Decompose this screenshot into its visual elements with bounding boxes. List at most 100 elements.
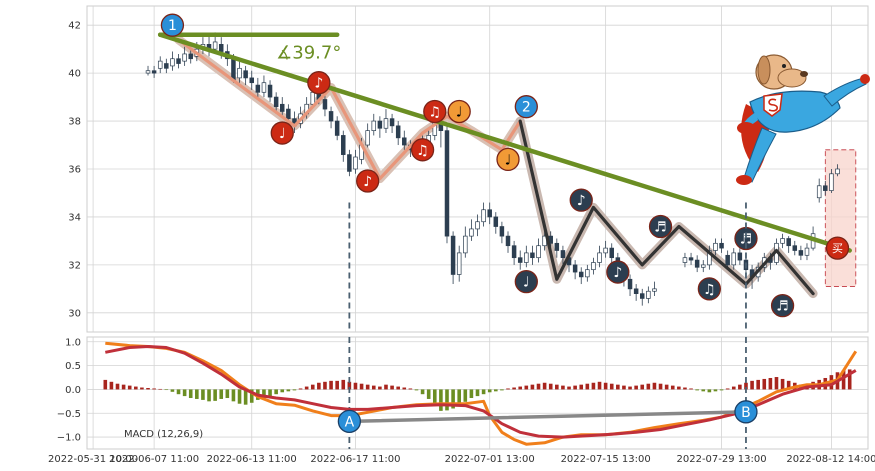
macd-panel: −1.0 −0.5 0.0 0.5 1.0 A B MACD (12,26,9) — [57, 336, 869, 450]
macd-histogram-bar — [780, 378, 785, 390]
x-tick-label: 2022-06-13 11:00 — [207, 454, 297, 465]
price-y-tick-label: 38 — [68, 117, 81, 128]
macd-histogram-bar — [219, 389, 224, 399]
macd-histogram-bar — [701, 389, 706, 392]
candle-body — [261, 82, 267, 93]
price-y-tick-label: 42 — [68, 21, 81, 32]
mascot-shield-letter — [768, 98, 778, 112]
macd-histogram-bar — [408, 388, 413, 390]
macd-histogram-bar — [542, 382, 547, 390]
macd-histogram-bar — [432, 389, 437, 407]
macd-histogram-bar — [841, 370, 846, 390]
macd-y-tick-label: −0.5 — [57, 409, 81, 420]
x-tick-label: 2022-08-12 14:00 — [786, 454, 875, 465]
macd-histogram-bar — [768, 377, 773, 390]
macd-histogram-bar — [847, 369, 852, 390]
wave-marker — [648, 214, 673, 239]
candle-body — [493, 216, 499, 227]
macd-histogram-bar — [176, 389, 181, 395]
macd-histogram-bar — [402, 387, 407, 390]
macd-histogram-bar — [646, 383, 651, 390]
wave-marker-label: ♬ — [776, 299, 789, 315]
superhero-dog-mascot — [736, 54, 870, 185]
macd-histogram-bar — [384, 384, 388, 390]
candle-body — [286, 108, 291, 120]
candle-body — [511, 245, 517, 259]
wave-marker — [496, 147, 520, 172]
wave-marker — [447, 99, 471, 124]
macd-histogram-bar — [713, 389, 718, 392]
macd-histogram-bar — [786, 380, 791, 390]
macd-histogram-bar — [628, 386, 632, 390]
macd-y-tick-label: 1.0 — [65, 337, 81, 348]
macd-y-tick-label: −1.0 — [57, 433, 81, 444]
macd-histogram-bar — [140, 387, 144, 390]
candle-body — [597, 252, 602, 263]
macd-histogram-bar — [463, 389, 468, 402]
candle-body — [816, 185, 822, 199]
macd-histogram-bar — [561, 385, 565, 390]
x-tick-label: 2022-06-07 11:00 — [109, 454, 199, 465]
candle-body — [170, 58, 175, 67]
candle-body — [524, 252, 529, 263]
macd-histogram-bar — [353, 382, 358, 390]
wave-path-line — [518, 119, 815, 296]
divergence-marker — [337, 409, 362, 434]
candle-body — [646, 290, 651, 299]
macd-histogram-bar — [719, 389, 724, 391]
price-y-tick-label: 34 — [68, 212, 81, 223]
mascot-arm — [823, 77, 867, 107]
price-y-tick-label: 32 — [68, 260, 81, 271]
macd-histogram-bar — [640, 384, 645, 390]
candle-body — [792, 245, 798, 251]
candle-body — [389, 118, 395, 127]
macd-histogram-bar — [152, 388, 156, 390]
macd-histogram-bar — [597, 381, 602, 390]
wave-marker-label: ♩ — [523, 275, 530, 291]
macd-histogram-bar — [750, 380, 754, 390]
candle-body — [505, 235, 511, 247]
divergence-marker-label: B — [741, 405, 751, 421]
macd-histogram-bar — [585, 383, 590, 390]
candle-body — [237, 67, 242, 79]
macd-histogram-bar — [195, 389, 199, 399]
macd-histogram-bar — [170, 389, 175, 392]
macd-histogram-bar — [457, 389, 461, 405]
macd-histogram-bar — [731, 386, 736, 390]
candle-body — [798, 250, 804, 256]
wave-marker — [514, 270, 538, 294]
divergence-line — [347, 410, 748, 424]
macd-histogram-bar — [609, 383, 614, 390]
candle-body — [572, 264, 578, 273]
macd-histogram-bar — [335, 380, 339, 390]
macd-histogram-bar — [439, 389, 443, 411]
macd-y-tick-label: 0.0 — [65, 385, 81, 396]
macd-histogram-bar — [298, 388, 303, 390]
macd-histogram-bar — [518, 386, 523, 390]
macd-histogram-bar — [268, 389, 272, 397]
wave-marker-label: ♬ — [654, 220, 667, 236]
macd-histogram-bar — [555, 384, 559, 390]
candle-body — [444, 130, 450, 237]
wave-marker — [423, 99, 447, 124]
macd-histogram-bar — [304, 386, 309, 390]
candle-body — [334, 120, 340, 136]
macd-histogram-bar — [475, 389, 480, 397]
macd-histogram-bar — [487, 389, 492, 393]
wave-path-line — [176, 38, 522, 181]
macd-histogram-bar — [658, 383, 663, 390]
wave-marker-label: ♫ — [703, 282, 716, 298]
macd-histogram-bar — [292, 389, 297, 391]
macd-histogram-bar — [225, 389, 230, 399]
macd-histogram-bar — [689, 388, 693, 390]
macd-histogram-bar — [548, 383, 553, 390]
macd-histogram-bar — [591, 382, 596, 390]
macd-histogram-bar — [286, 389, 291, 392]
candle-body — [353, 156, 358, 170]
macd-histogram-bar — [512, 387, 516, 390]
buy-marker — [825, 236, 850, 260]
macd-histogram-bar — [164, 389, 169, 391]
macd-histogram-bar — [579, 384, 584, 390]
candle-body — [310, 91, 316, 105]
candle-body — [780, 238, 785, 244]
